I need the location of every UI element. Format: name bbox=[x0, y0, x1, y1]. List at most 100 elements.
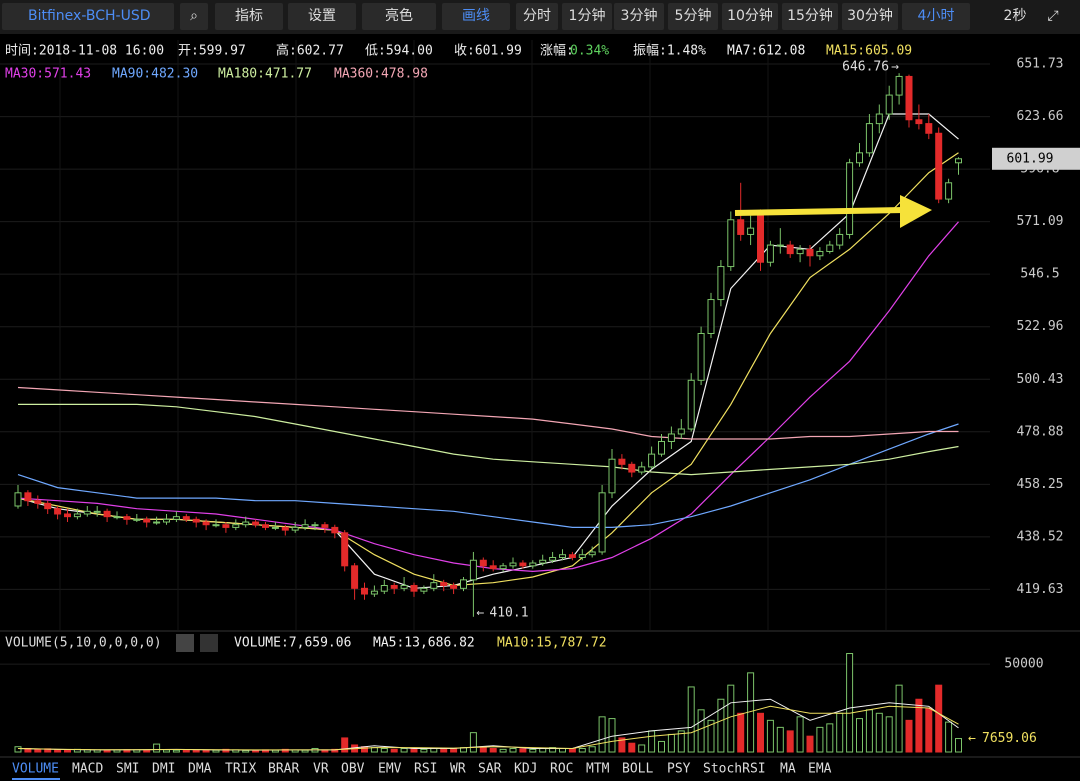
indicator-tab[interactable]: RSI bbox=[414, 762, 437, 777]
max-label: 646.76 bbox=[842, 60, 889, 75]
volume-bar bbox=[450, 748, 458, 753]
indicator-tab[interactable]: KDJ bbox=[514, 762, 537, 777]
volume-bar bbox=[707, 719, 715, 753]
y-tick-label: 438.52 bbox=[1017, 529, 1064, 544]
info-text: 涨幅: bbox=[540, 44, 574, 59]
indicator-tab[interactable]: DMA bbox=[188, 762, 212, 777]
candle-body bbox=[529, 562, 537, 567]
indicator-tab[interactable]: PSY bbox=[667, 762, 691, 777]
arrow: → bbox=[891, 60, 899, 75]
volume-bar bbox=[806, 735, 814, 753]
candle-body bbox=[677, 428, 685, 435]
volume-bar bbox=[638, 744, 646, 753]
indicator-tab[interactable]: WR bbox=[450, 762, 466, 777]
candle-body bbox=[875, 113, 883, 125]
candle-body bbox=[202, 521, 210, 526]
indicator-tab[interactable]: SMI bbox=[116, 762, 139, 777]
arrow: ← bbox=[476, 605, 484, 620]
volume-bar bbox=[559, 747, 566, 753]
candle-body bbox=[291, 526, 299, 531]
interval-button[interactable]: 4小时 bbox=[902, 3, 970, 30]
interval-button[interactable]: 10分钟 bbox=[722, 3, 778, 30]
candle-body bbox=[747, 227, 755, 235]
search-icon[interactable]: ⌕ bbox=[180, 3, 208, 30]
indicator-tab[interactable]: OBV bbox=[341, 762, 365, 777]
indicator-tab[interactable]: EMA bbox=[808, 762, 832, 777]
volume-bar bbox=[390, 748, 398, 753]
last-price-box bbox=[992, 147, 1080, 170]
info-text: 0.34% bbox=[570, 44, 609, 59]
chart: 651.73623.66596.8571.09546.5522.96500.43… bbox=[0, 40, 1080, 780]
y-tick-label: 571.09 bbox=[1017, 214, 1064, 229]
volume-bar bbox=[697, 709, 705, 753]
indicator-tab[interactable]: DMI bbox=[152, 762, 175, 777]
candle-body bbox=[935, 132, 943, 200]
volume-bar bbox=[905, 719, 913, 753]
candle-body bbox=[410, 584, 418, 592]
refresh[interactable]: 2秒 bbox=[1003, 8, 1027, 24]
indicator-tab[interactable]: EMV bbox=[378, 762, 402, 777]
interval-button[interactable]: 15分钟 bbox=[782, 3, 838, 30]
candle-body bbox=[905, 75, 913, 121]
theme-button[interactable]: 亮色 bbox=[362, 3, 436, 30]
ma-line bbox=[18, 403, 959, 476]
volume-bar bbox=[539, 747, 547, 753]
symbol[interactable]: Bitfinex-BCH-USD bbox=[2, 3, 174, 30]
draw-button[interactable]: 画线 bbox=[442, 3, 510, 30]
settings-button[interactable]: 设置 bbox=[288, 3, 356, 30]
candle-body bbox=[331, 526, 339, 534]
indicator-tab[interactable]: VR bbox=[313, 762, 329, 777]
volume-bar bbox=[370, 747, 378, 753]
candle-body bbox=[430, 582, 438, 589]
candle-body bbox=[351, 565, 359, 589]
fullscreen-icon[interactable]: ⤢ bbox=[1047, 8, 1059, 24]
indicator-button[interactable]: 指标 bbox=[215, 3, 283, 30]
volume-bar bbox=[648, 730, 656, 753]
info-text: 低:594.00 bbox=[365, 44, 433, 59]
interval-button[interactable]: 30分钟 bbox=[842, 3, 898, 30]
volume-bar bbox=[915, 698, 923, 753]
candle-body bbox=[83, 510, 91, 515]
candle-body bbox=[172, 516, 180, 520]
volume-ma-legend: MA10:15,787.72 bbox=[497, 636, 607, 651]
volume-bar bbox=[14, 746, 22, 753]
candle-body bbox=[400, 584, 408, 589]
volume-bar bbox=[766, 719, 774, 753]
candle-body bbox=[262, 524, 269, 528]
interval-button[interactable]: 分时 bbox=[516, 3, 558, 30]
indicator-tab[interactable]: MTM bbox=[586, 762, 610, 777]
candle-body bbox=[64, 513, 71, 518]
y-tick-label: 458.25 bbox=[1017, 477, 1064, 492]
interval-button[interactable]: 3分钟 bbox=[614, 3, 664, 30]
indicator-tab[interactable]: ROC bbox=[550, 762, 573, 777]
indicator-tab[interactable]: MACD bbox=[72, 762, 103, 777]
interval-button[interactable]: 5分钟 bbox=[668, 3, 718, 30]
candle-body bbox=[786, 244, 794, 255]
interval-button[interactable]: 1分钟 bbox=[562, 3, 612, 30]
indicator-tab[interactable]: TRIX bbox=[225, 762, 256, 777]
indicator-tab[interactable]: StochRSI bbox=[703, 762, 766, 777]
candle-body bbox=[885, 94, 893, 115]
volume-bar bbox=[875, 712, 883, 753]
volume-bar bbox=[618, 737, 626, 753]
ma-legend: MA7:612.08 bbox=[727, 44, 805, 59]
candle-body bbox=[628, 463, 636, 473]
candle-body bbox=[143, 518, 151, 523]
candle-body bbox=[509, 562, 517, 567]
volume-bar bbox=[945, 721, 953, 753]
candle-body bbox=[776, 244, 784, 247]
volume-bar bbox=[885, 716, 893, 753]
indicator-tab[interactable]: SAR bbox=[478, 762, 502, 777]
info-text: 时间:2018-11-08 16:00 bbox=[5, 44, 164, 59]
indicator-tab[interactable]: VOLUME bbox=[12, 762, 59, 777]
indicator-tab[interactable]: BOLL bbox=[622, 762, 653, 777]
candle-body bbox=[420, 587, 428, 592]
indicator-tab[interactable]: BRAR bbox=[268, 762, 299, 777]
candle-body bbox=[380, 584, 388, 592]
volume-ma-line bbox=[17, 705, 959, 751]
volume-bar bbox=[658, 740, 665, 753]
candle-body bbox=[737, 219, 745, 235]
candle-body bbox=[757, 213, 764, 263]
candle-body bbox=[34, 500, 42, 504]
indicator-tab[interactable]: MA bbox=[780, 762, 796, 777]
